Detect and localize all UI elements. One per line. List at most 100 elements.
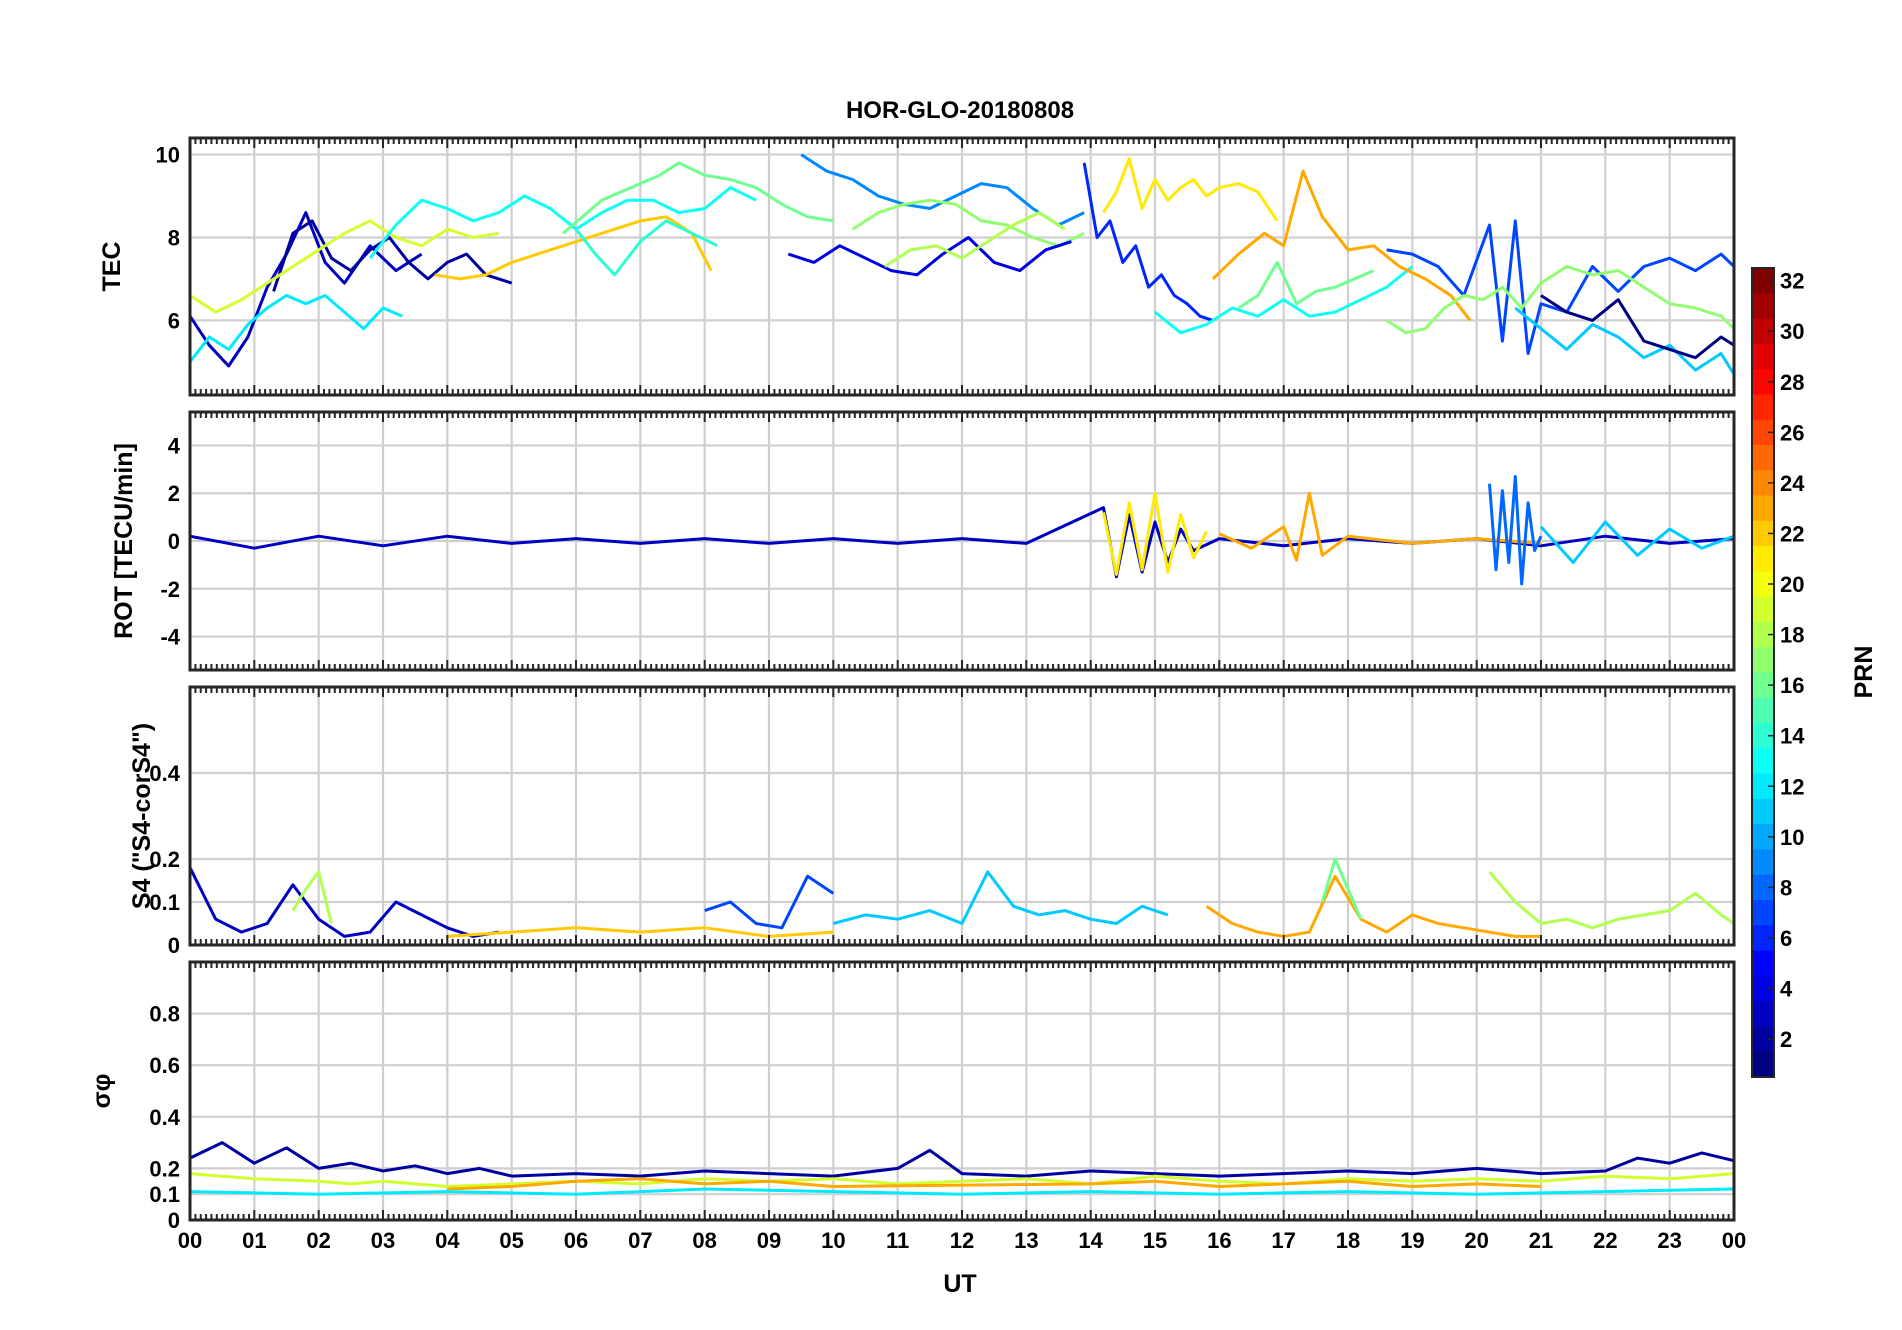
series-line [368, 186, 757, 260]
colorbar-segment [1752, 520, 1774, 547]
colorbar-segment [1752, 748, 1774, 775]
x-tick-label: 06 [564, 1228, 588, 1253]
y-tick-label: 0 [168, 529, 180, 554]
y-tick-label: 0.8 [149, 1002, 180, 1027]
y-tick-label: 0.2 [149, 1156, 180, 1181]
series-line [1082, 162, 1214, 322]
series-line [787, 236, 1072, 277]
y-tick-label: 6 [168, 308, 180, 333]
y-tick-label: 0.4 [149, 1105, 180, 1130]
x-tick-label: 13 [1014, 1228, 1038, 1253]
x-tick-label: 11 [886, 1228, 909, 1253]
colorbar-segment [1752, 925, 1774, 952]
series-line [562, 161, 834, 235]
colorbar-segment [1752, 950, 1774, 977]
series-line [1539, 520, 1734, 564]
colorbar-segment [1752, 470, 1774, 497]
colorbar-segment [1752, 495, 1774, 522]
y-axis-label: ROT [TECU/min] [110, 443, 138, 639]
y-tick-label: 8 [168, 225, 180, 250]
x-tick-label: 00 [178, 1228, 202, 1253]
series-line [1205, 874, 1541, 938]
series-line [1514, 306, 1734, 376]
series-line [190, 1141, 1734, 1178]
colorbar-tick-label: 22 [1780, 521, 1804, 546]
colorbar-segment [1752, 1001, 1774, 1028]
x-tick-label: 10 [821, 1228, 845, 1253]
x-tick-label: 19 [1400, 1228, 1424, 1253]
x-tick-label: 22 [1593, 1228, 1617, 1253]
colorbar-segment [1752, 444, 1774, 471]
y-tick-label: 4 [168, 433, 181, 458]
series-line [1320, 857, 1363, 920]
x-axis-label: UT [943, 1270, 976, 1298]
colorbar-segment [1752, 672, 1774, 699]
x-tick-label: 20 [1464, 1228, 1488, 1253]
colorbar-segment [1752, 723, 1774, 749]
series-line [1102, 157, 1279, 222]
colorbar-tick-label: 28 [1780, 370, 1804, 395]
series-line [190, 294, 403, 363]
colorbar-segment [1752, 874, 1774, 901]
x-tick-label: 23 [1657, 1228, 1681, 1253]
panel-2: -4 -2 0 2 4 ROT [TECU/min] [110, 410, 1736, 672]
series-group [190, 475, 1734, 586]
colorbar-tick-label: 4 [1780, 977, 1793, 1002]
colorbar-segment [1752, 824, 1774, 851]
colorbar-segment [1752, 900, 1774, 926]
series-line [574, 219, 719, 277]
y-axis-label: σφ [88, 1074, 116, 1109]
panel-4: 00.10.2 0.4 0.6 0.8 σφ [88, 960, 1736, 1233]
y-tick-label: 0.1 [149, 1182, 180, 1207]
colorbar-label: PRN [1850, 646, 1878, 699]
x-tick-label: 12 [950, 1228, 974, 1253]
y-tick-label: -2 [160, 577, 180, 602]
colorbar-segment [1752, 419, 1774, 446]
colorbar-tick-label: 32 [1780, 269, 1804, 294]
y-tick-label: 0.1 [149, 890, 180, 915]
colorbar-segment [1752, 1051, 1774, 1078]
colorbar-segment [1752, 318, 1774, 345]
colorbar-tick-label: 30 [1780, 319, 1804, 344]
x-tick-label: 00 [1722, 1228, 1746, 1253]
y-axis-label: S4 ("S4-corS4") [128, 723, 156, 909]
x-tick-label: 01 [242, 1228, 266, 1253]
series-line [1385, 265, 1734, 335]
series-line [1102, 491, 1208, 576]
series-line [704, 874, 835, 930]
series-line [1154, 265, 1414, 335]
colorbar-segment [1752, 596, 1774, 623]
colorbar-segment [1752, 394, 1774, 421]
panel-3: 0 0.1 0.2 0.4S4 ("S4-corS4") [128, 685, 1736, 958]
series-line [1218, 491, 1542, 562]
y-tick-label: 0.4 [149, 761, 180, 786]
series-line [291, 870, 333, 924]
chart-title: HOR-GLO-20180808 [846, 97, 1074, 124]
colorbar-tick-label: 14 [1780, 724, 1805, 749]
series-line [832, 870, 1169, 925]
colorbar-segment [1752, 798, 1774, 825]
series-line [190, 211, 423, 368]
series-line [1237, 260, 1375, 310]
colorbar-tick-label: 26 [1780, 420, 1804, 445]
x-tick-label: 09 [757, 1228, 781, 1253]
colorbar-tick-label: 8 [1780, 875, 1792, 900]
series-line [190, 219, 500, 314]
colorbar-segment [1752, 369, 1774, 396]
colorbar-segment [1752, 343, 1774, 370]
series-line [447, 1177, 1542, 1191]
series-line [272, 219, 513, 292]
series-line [883, 211, 1066, 268]
x-minor-ticks [189, 962, 1735, 1220]
x-tick-label: 14 [1078, 1228, 1103, 1253]
series-line [1211, 169, 1472, 322]
colorbar-segment [1752, 975, 1774, 1002]
series-line [190, 866, 500, 938]
x-tick-label: 15 [1143, 1228, 1167, 1253]
x-tick-label: 16 [1207, 1228, 1231, 1253]
panel-1: 6 8 10 TEC [98, 136, 1736, 397]
series-line [1386, 219, 1734, 355]
